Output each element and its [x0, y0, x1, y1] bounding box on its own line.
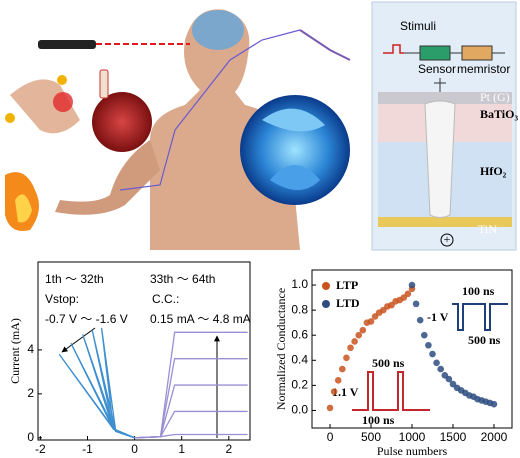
x-tick-label: 1500: [440, 430, 467, 444]
annotation: C.C.:: [152, 292, 179, 306]
memristor-label: memristor: [457, 62, 510, 76]
curve: [70, 343, 135, 439]
stimuli-label: Stimuli: [400, 19, 436, 33]
annotation: -0.7 V ～ -1.6 V: [45, 312, 128, 326]
point: [343, 354, 350, 362]
oxide-label: HfO₂: [480, 164, 507, 178]
point: [339, 365, 346, 373]
y-tick-label: 4: [27, 342, 34, 356]
point: [412, 300, 420, 308]
point: [404, 290, 412, 298]
point: [355, 331, 363, 339]
x-axis-label: Pulse numbers: [377, 444, 448, 458]
x-tick-label: 1: [178, 442, 185, 456]
point: [420, 331, 428, 339]
point: [334, 377, 342, 384]
point: [326, 404, 334, 412]
y-tick-label: 0: [27, 430, 34, 444]
y-tick-label: 1.0: [291, 277, 308, 291]
illustration: [5, 9, 351, 250]
point: [416, 316, 424, 324]
plot-frame: [311, 269, 513, 429]
arrow: [61, 327, 96, 353]
plot-frame: [37, 261, 251, 441]
x-tick-label: -2: [35, 442, 46, 456]
x-tick-label: -1: [82, 442, 93, 456]
x-tick-label: 2: [225, 442, 232, 456]
device-schematic: Stimuli Sensor memristor Pt (G) BaTiO₃ H…: [371, 1, 518, 251]
legend-marker: [322, 282, 330, 290]
curve: [58, 353, 135, 439]
sensor-label: Sensor: [418, 62, 456, 76]
point: [437, 365, 444, 373]
point: [351, 338, 358, 345]
curve: [100, 327, 135, 439]
point: [445, 375, 453, 383]
y-tick-label: 0.2: [291, 378, 308, 392]
x-axis-label: Voltage (V): [116, 456, 172, 458]
x-tick-label: 2000: [481, 430, 508, 444]
legend-label: LTD: [336, 296, 360, 310]
legend-marker: [322, 300, 330, 308]
y-axis-label: Current (mA): [8, 318, 22, 384]
annotation: 100 ns: [362, 413, 395, 427]
x-tick-label: 0: [327, 430, 334, 444]
annotation: 1th ～ 32th: [45, 272, 104, 286]
ferroelectric-label: BaTiO₃: [480, 107, 518, 121]
point: [425, 341, 432, 349]
x-tick-label: 1000: [399, 430, 426, 444]
point: [347, 344, 354, 352]
y-tick-label: 0.8: [291, 302, 308, 316]
y-axis-label: Normalized Conductance: [274, 288, 288, 410]
curve: [134, 331, 248, 439]
annotation: 0.15 mA ～ 4.8 mA: [150, 312, 251, 326]
svg-text:+: +: [444, 232, 451, 246]
point: [408, 281, 416, 289]
annotation: 500 ns: [468, 333, 501, 347]
y-tick-label: 2: [27, 386, 34, 400]
point: [359, 326, 367, 334]
y-tick-label: 0.4: [291, 352, 308, 366]
point: [330, 388, 338, 395]
curve: [134, 358, 248, 439]
annotation: -1 V: [427, 310, 449, 324]
top-electrode-label: Pt (G): [480, 90, 510, 104]
annotation: 33th ～ 64th: [150, 272, 215, 286]
x-tick-label: 500: [361, 430, 381, 444]
bottom-electrode-label: TiN: [478, 222, 497, 236]
point: [429, 350, 436, 358]
y-tick-label: 0.6: [291, 327, 308, 341]
curve: [134, 410, 248, 439]
point: [490, 400, 498, 408]
x-tick-label: 0: [131, 442, 138, 456]
point: [433, 359, 440, 367]
annotation: Vstop:: [45, 292, 79, 306]
point: [367, 318, 375, 325]
annotation: 1.1 V: [332, 385, 359, 399]
legend-label: LTP: [336, 278, 358, 292]
annotation: 500 ns: [372, 356, 405, 370]
annotation: 100 ns: [462, 284, 495, 298]
y-tick-label: 0.0: [291, 403, 308, 417]
